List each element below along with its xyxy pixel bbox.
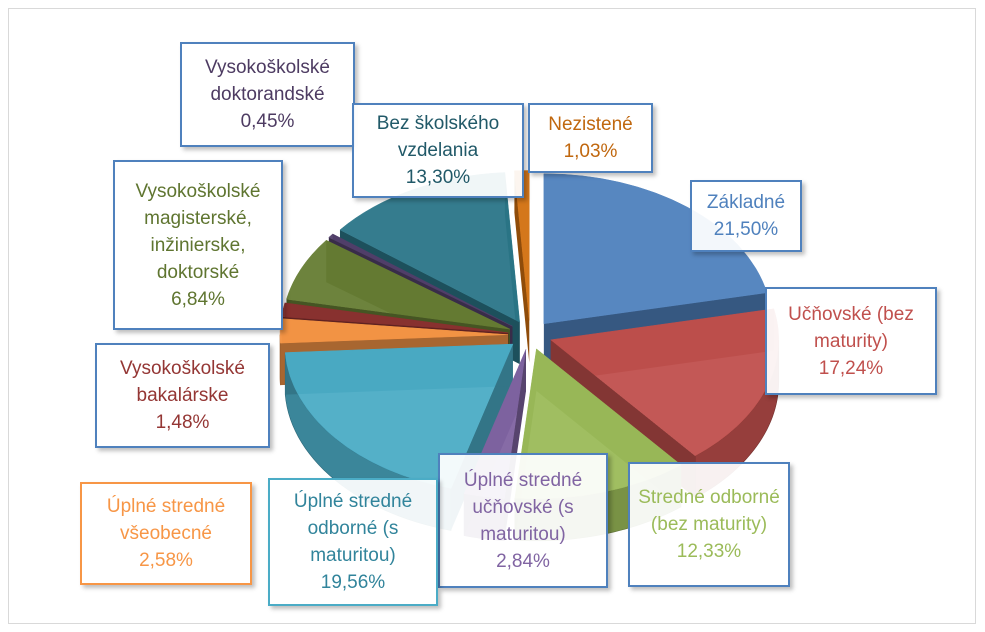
label-category: Bez školského vzdelania xyxy=(376,113,500,161)
slice-tops xyxy=(279,170,779,500)
data-label: Vysokoškolské magisterské, inžinierske, … xyxy=(113,160,283,330)
label-value: 6,84% xyxy=(171,288,225,310)
label-value: 12,33% xyxy=(676,541,742,562)
data-label: Stredné odborné (bez maturity) 12,33% xyxy=(628,462,790,587)
data-label: Učňovské (bez maturity) 17,24% xyxy=(765,287,937,395)
label-value: 2,58% xyxy=(139,550,193,571)
slice xyxy=(286,239,510,330)
label-category: Vysokoškolské doktorandské xyxy=(205,57,330,105)
label-value: 19,56% xyxy=(320,572,386,593)
label-value: 21,50% xyxy=(713,219,779,240)
data-label: Úplné stredné učňovské (s maturitou) 2,84… xyxy=(438,453,608,588)
label-value: 0,45% xyxy=(240,111,295,132)
label-value: 2,84% xyxy=(496,550,550,572)
slice xyxy=(328,233,513,327)
label-category: Učňovské (bez maturity) xyxy=(788,303,914,352)
label-value: 13,30% xyxy=(405,167,471,188)
label-category: Úplné stredné všeobecné xyxy=(106,496,226,544)
label-category: Stredné odborné (bez maturity) xyxy=(638,487,780,535)
label-category: Úplné stredné odborné (s maturitou) xyxy=(293,491,413,566)
slice xyxy=(543,173,768,325)
label-value: 1,03% xyxy=(563,141,618,162)
label-value: 17,24% xyxy=(818,357,884,379)
data-label: Úplné stredné odborné (s maturitou) 19,56… xyxy=(268,478,438,606)
data-label: Bez školského vzdelania 13,30% xyxy=(352,103,524,198)
slice-face xyxy=(514,170,530,363)
label-category: Úplné stredné učňovské (s maturitou) xyxy=(463,469,583,545)
data-label: Vysokoškolské bakalárske 1,48% xyxy=(95,343,270,448)
data-label: Vysokoškolské doktorandské 0,45% xyxy=(180,42,355,147)
label-category: Vysokoškolské magisterské, inžinierske, … xyxy=(135,180,261,283)
label-category: Vysokoškolské bakalárske xyxy=(120,358,245,406)
label-category: Základné xyxy=(706,192,786,213)
data-label: Úplné stredné všeobecné 2,58% xyxy=(80,482,252,585)
chart-frame xyxy=(8,8,976,624)
data-label: Nezistené 1,03% xyxy=(528,103,653,173)
label-category: Nezistené xyxy=(548,114,633,135)
data-label: Základné 21,50% xyxy=(690,180,802,252)
label-value: 1,48% xyxy=(155,412,210,433)
